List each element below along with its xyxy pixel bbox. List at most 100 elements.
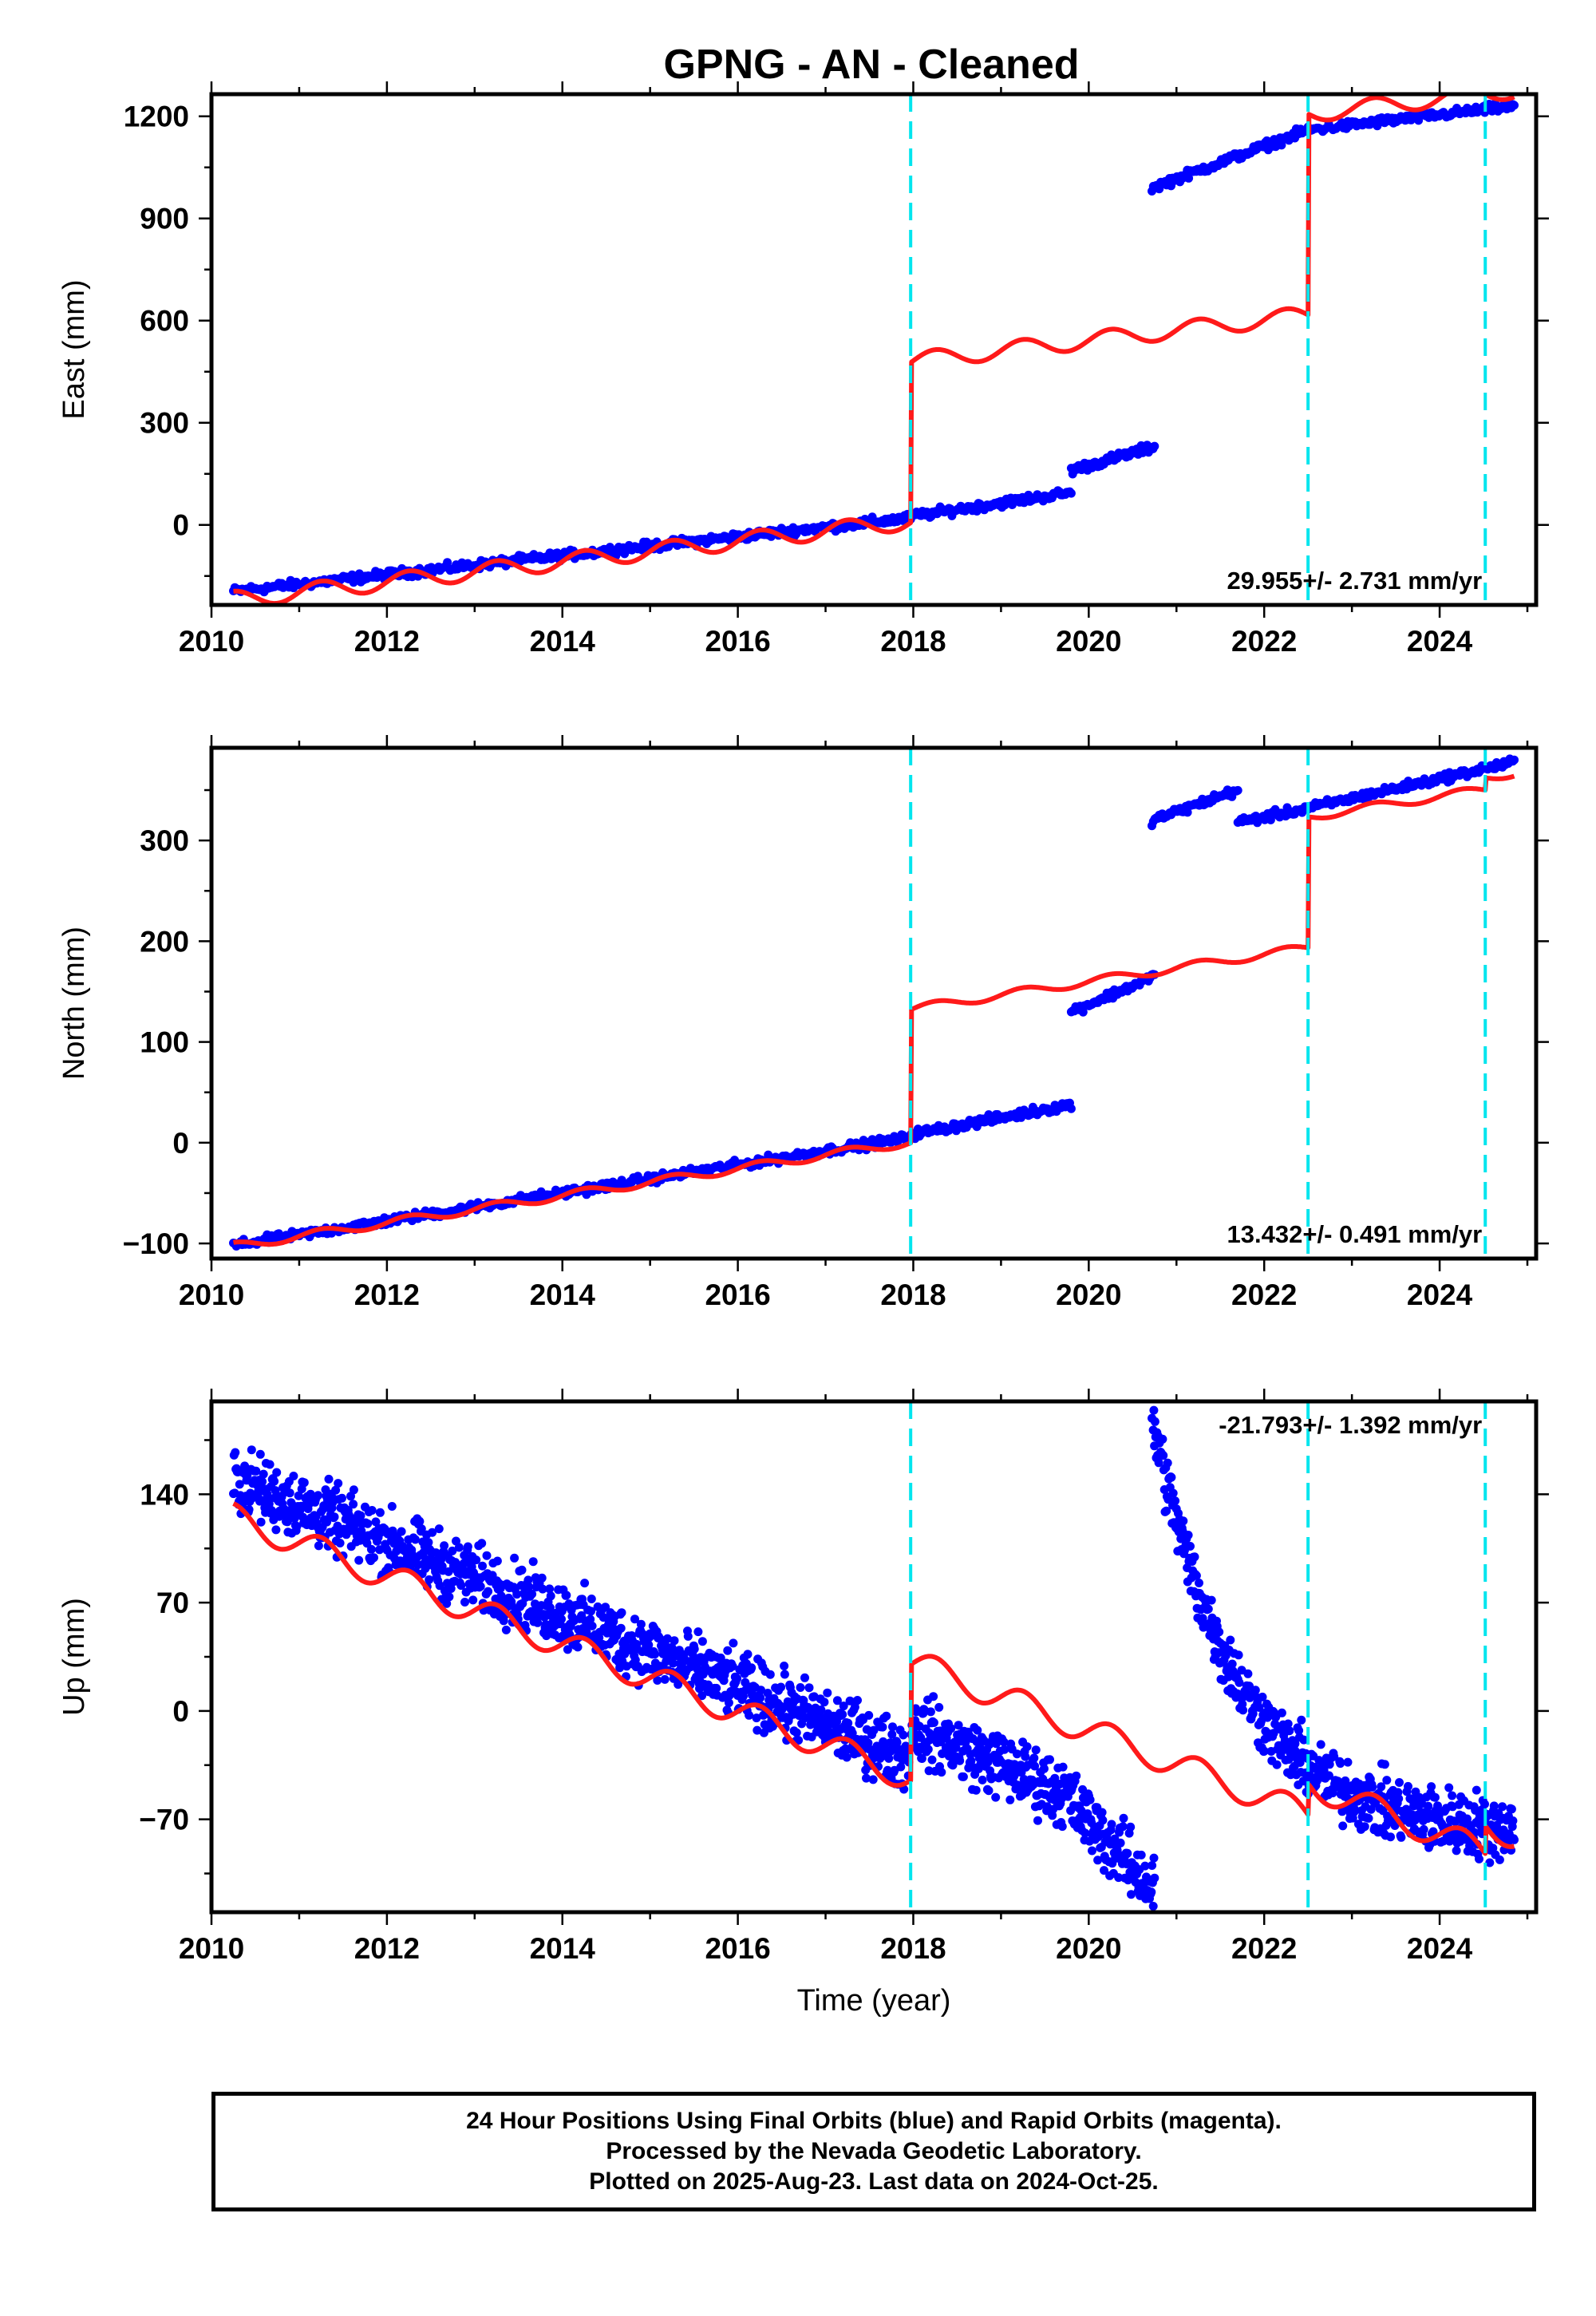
north-x-tick-label: 2018 bbox=[880, 1279, 946, 1311]
up-observation-point bbox=[557, 1614, 566, 1624]
up-observation-point bbox=[527, 1608, 537, 1618]
up-observation-point bbox=[929, 1718, 938, 1727]
up-observation-point bbox=[563, 1645, 572, 1654]
up-observation-point bbox=[349, 1500, 358, 1509]
east-observation-point bbox=[1150, 441, 1159, 451]
up-observation-point bbox=[1444, 1783, 1454, 1792]
up-observation-point bbox=[868, 1775, 878, 1784]
up-observation-point bbox=[1191, 1571, 1201, 1580]
up-observation-point bbox=[1168, 1488, 1178, 1498]
up-observation-point bbox=[1150, 1417, 1159, 1426]
up-observation-point bbox=[723, 1646, 733, 1655]
up-observation-point bbox=[1126, 1822, 1136, 1832]
up-observation-point bbox=[366, 1544, 376, 1554]
up-observation-point bbox=[954, 1721, 963, 1730]
up-y-tick-label: 0 bbox=[172, 1695, 189, 1728]
up-observation-point bbox=[888, 1722, 897, 1732]
east-y-axis-label: East (mm) bbox=[57, 279, 91, 419]
up-observation-point bbox=[1215, 1627, 1224, 1637]
up-observation-point bbox=[456, 1581, 466, 1591]
up-observation-point bbox=[1033, 1816, 1042, 1825]
up-observation-point bbox=[955, 1756, 965, 1765]
up-observation-point bbox=[653, 1676, 662, 1685]
up-observation-point bbox=[335, 1539, 345, 1547]
up-observation-point bbox=[1021, 1752, 1030, 1761]
north-observation-point bbox=[1510, 755, 1519, 765]
up-x-tick-label: 2022 bbox=[1231, 1932, 1297, 1965]
east-data bbox=[229, 94, 1519, 605]
up-observation-point bbox=[425, 1575, 434, 1584]
north-y-axis-label: North (mm) bbox=[57, 927, 91, 1080]
up-x-tick-label: 2016 bbox=[705, 1932, 770, 1965]
up-observation-point bbox=[899, 1730, 908, 1740]
north-x-tick-label: 2022 bbox=[1231, 1279, 1297, 1311]
up-panel: 2010 2012 2014 2016 2018 2020 2022 2024 −70 0 70 14… bbox=[57, 1389, 1549, 2018]
up-observation-point bbox=[1022, 1742, 1032, 1752]
up-observation-point bbox=[406, 1560, 416, 1570]
up-observation-point bbox=[756, 1694, 765, 1702]
up-observation-point bbox=[1430, 1792, 1440, 1802]
footer-box: 24 Hour Positions Using Final Orbits (bl… bbox=[211, 2092, 1536, 2211]
up-observation-point bbox=[1254, 1703, 1264, 1712]
up-observation-point bbox=[1127, 1890, 1136, 1899]
up-observation-point bbox=[879, 1737, 888, 1746]
up-observation-point bbox=[587, 1607, 595, 1616]
east-x-tick-label: 2018 bbox=[880, 625, 946, 658]
up-observation-point bbox=[1098, 1816, 1108, 1825]
up-observation-point bbox=[1360, 1822, 1369, 1832]
up-observation-point bbox=[1448, 1791, 1457, 1800]
up-observation-point bbox=[387, 1502, 397, 1511]
up-observation-point bbox=[271, 1525, 281, 1535]
up-y-tick-label: 70 bbox=[156, 1587, 189, 1619]
east-panel: 2010 2012 2014 2016 2018 2020 2022 2024 0 300 600 9… bbox=[57, 81, 1549, 658]
up-observation-point bbox=[991, 1792, 1001, 1802]
footer-line-3: Plotted on 2025-Aug-23. Last data on 202… bbox=[589, 2168, 1159, 2195]
up-observation-point bbox=[644, 1640, 654, 1650]
north-y-tick-label: −100 bbox=[123, 1227, 189, 1260]
up-observation-point bbox=[668, 1658, 678, 1668]
up-observation-point bbox=[1057, 1822, 1067, 1832]
up-observation-point bbox=[334, 1479, 343, 1488]
up-y-axis-label: Up (mm) bbox=[57, 1598, 91, 1716]
up-observation-point bbox=[693, 1665, 702, 1674]
up-observation-point bbox=[1424, 1801, 1433, 1811]
north-y-tick-label: 200 bbox=[140, 925, 189, 958]
up-observation-point bbox=[1072, 1771, 1081, 1780]
up-observation-point bbox=[259, 1469, 268, 1479]
up-observation-point bbox=[1147, 1887, 1156, 1897]
up-observation-point bbox=[1238, 1705, 1248, 1715]
up-observation-point bbox=[1148, 1861, 1157, 1870]
up-observation-point bbox=[864, 1710, 874, 1720]
up-observation-point bbox=[258, 1477, 267, 1486]
up-observation-point bbox=[417, 1524, 426, 1534]
up-observation-point bbox=[984, 1786, 994, 1796]
up-observation-point bbox=[1508, 1816, 1518, 1825]
up-observation-point bbox=[1080, 1828, 1090, 1838]
up-observation-point bbox=[794, 1736, 804, 1745]
up-observation-point bbox=[1162, 1506, 1171, 1516]
up-x-tick-label: 2010 bbox=[179, 1932, 244, 1965]
up-observation-point bbox=[674, 1680, 683, 1690]
up-observation-point bbox=[839, 1701, 848, 1711]
up-observation-point bbox=[1250, 1686, 1260, 1695]
up-observation-point bbox=[1227, 1659, 1237, 1669]
up-observation-point bbox=[484, 1587, 493, 1596]
up-observation-point bbox=[523, 1575, 533, 1585]
up-observation-point bbox=[255, 1449, 265, 1459]
up-observation-point bbox=[882, 1711, 891, 1721]
up-observation-point bbox=[958, 1772, 968, 1781]
north-x-tick-label: 2016 bbox=[705, 1279, 770, 1311]
north-x-tick-label: 2014 bbox=[530, 1279, 596, 1311]
up-observation-point bbox=[331, 1485, 341, 1495]
up-observation-point bbox=[896, 1762, 906, 1772]
up-observation-point bbox=[528, 1557, 538, 1567]
up-observation-point bbox=[1256, 1717, 1266, 1726]
up-observation-point bbox=[1368, 1782, 1377, 1792]
up-observation-point bbox=[1045, 1755, 1054, 1765]
east-y-tick-label: 1200 bbox=[124, 101, 189, 133]
up-observation-point bbox=[1377, 1782, 1386, 1792]
up-observation-point bbox=[1148, 1392, 1157, 1401]
up-observation-point bbox=[693, 1627, 703, 1637]
up-observation-point bbox=[820, 1697, 829, 1707]
up-observation-point bbox=[1159, 1451, 1168, 1460]
